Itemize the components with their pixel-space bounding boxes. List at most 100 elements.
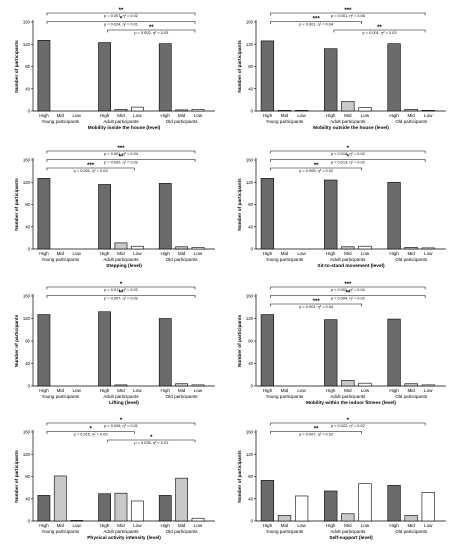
significance-bracket [46,295,196,298]
bar-adult-mid [341,380,355,387]
bar-old-low [421,384,435,387]
y-axis-label: Number of participants [237,450,243,503]
bar-old-low [421,492,435,522]
x-category-label: Mid [178,388,186,393]
x-group-label: Old participants [166,529,199,534]
bar-adult-low [130,500,144,522]
bar-adult-mid [341,246,355,250]
y-tick-label: 160 [23,294,31,299]
bar-old-high [387,318,401,387]
significance-statistic: p < 0.001, η² = 0.04 [104,151,139,156]
y-tick-label: 120 [23,180,31,185]
x-group-label: Adult participants [103,257,139,262]
bar-adult-mid [114,384,128,387]
x-group-label: Old participants [166,119,199,124]
significance-bracket [270,295,426,298]
x-category-label: Mid [57,523,65,528]
x-category-label: Mid [117,523,125,528]
x-category-label: Low [361,251,370,256]
bar-young-mid [53,475,67,522]
x-axis-label: Physical activity intensity (level) [87,535,161,541]
bar-adult-mid [114,109,128,112]
significance-bracket [46,167,135,171]
significance-stars: * [120,418,123,424]
x-group-label: Young participants [266,257,304,262]
significance-stars: *** [117,146,125,152]
significance-bracket [46,21,196,24]
significance-statistic: p = 0.022, η² = 0.02 [331,423,365,428]
significance-statistic: p = 0.005, η² = 0.02 [299,168,333,173]
y-tick-label: 40 [248,361,253,366]
x-group-label: Adult participants [330,257,366,262]
x-category-label: High [39,251,49,256]
bar-old-low [191,384,205,387]
bar-adult-high [324,319,338,387]
chart-panel-8: 0 40 80 120 160 Number of participants High Mid… [237,418,446,541]
x-group-label: Old participants [395,529,428,534]
significance-statistic: p = 0.035, η² = 0.01 [134,440,168,445]
x-category-label: High [263,251,273,256]
x-category-label: Mid [178,523,186,528]
x-category-label: Mid [117,113,125,118]
significance-bracket [270,286,426,290]
x-group-label: Young participants [41,119,79,124]
x-group-label: Old participants [166,257,199,262]
x-category-label: Low [424,113,433,118]
x-category-label: High [389,251,399,256]
y-tick-label: 120 [246,42,254,47]
significance-stars: * [120,17,123,23]
bar-young-high [37,178,51,250]
significance-statistic: p = 0.018, η² = 0.02 [331,151,365,156]
x-category-label: Mid [281,113,289,118]
bar-adult-high [324,48,338,112]
bar-adult-high [98,184,111,250]
x-group-label: Adult participants [103,529,139,534]
x-category-label: Mid [407,388,415,393]
x-category-label: High [263,388,273,393]
x-category-label: Low [361,388,370,393]
bar-old-mid [404,109,418,112]
significance-stars: ** [314,163,319,169]
bar-old-mid [175,246,189,250]
x-category-label: Mid [407,251,415,256]
x-category-label: Low [297,251,306,256]
bar-young-high [37,314,51,387]
bar-adult-high [324,179,338,250]
significance-statistic: p = 0.015, η² = 0.02 [74,432,108,437]
x-group-label: Old participants [395,119,428,124]
x-axis-label: Stepping (level) [106,263,142,269]
bar-young-low [294,110,309,112]
significance-bracket [270,431,363,434]
significance-bracket [46,422,196,426]
x-category-label: Low [133,113,142,118]
x-category-label: Low [297,523,306,528]
y-tick-label: 160 [246,20,254,25]
bar-adult-low [130,106,144,112]
x-category-label: Mid [281,388,289,393]
y-tick-label: 0 [251,519,254,524]
significance-bracket [270,12,426,16]
y-axis-label: Number of participants [237,178,243,231]
x-category-label: Low [72,113,81,118]
bar-adult-high [324,490,338,522]
bar-adult-high [98,311,111,387]
x-category-label: High [100,388,110,393]
y-tick-label: 40 [248,86,253,91]
bar-adult-mid [114,492,128,522]
significance-stars: *** [313,299,321,305]
y-tick-label: 40 [248,224,253,229]
x-category-label: Low [72,523,81,528]
x-category-label: High [326,523,336,528]
x-category-label: Low [133,251,142,256]
y-tick-label: 0 [28,519,31,524]
significance-bracket [46,150,196,154]
significance-bracket [46,12,196,16]
y-tick-label: 120 [23,42,31,47]
significance-statistic: p < 0.001, η² = 0.04 [331,287,366,292]
bar-young-high [37,495,51,522]
x-category-label: Mid [344,251,352,256]
x-group-label: Young participants [266,119,304,124]
significance-stars: *** [87,163,95,169]
significance-statistic: p < 0.001, η² = 0.03 [363,30,397,35]
x-group-label: Old participants [395,394,428,399]
